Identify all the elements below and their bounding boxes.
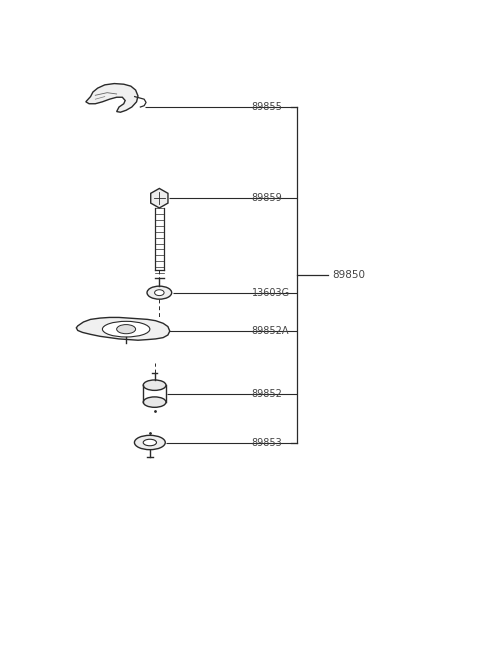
Text: 89852: 89852 (252, 389, 283, 399)
Polygon shape (76, 317, 170, 340)
Text: 89855: 89855 (252, 102, 283, 112)
Ellipse shape (147, 286, 172, 299)
Ellipse shape (134, 436, 165, 449)
Ellipse shape (143, 440, 156, 445)
Text: 13603G: 13603G (252, 288, 290, 298)
Ellipse shape (143, 380, 166, 390)
Ellipse shape (117, 325, 136, 334)
Ellipse shape (143, 397, 166, 407)
Ellipse shape (102, 321, 150, 337)
Text: 89859: 89859 (252, 193, 283, 203)
Text: 89852A: 89852A (252, 326, 289, 336)
Polygon shape (86, 83, 138, 112)
Text: 89853: 89853 (252, 438, 283, 447)
Polygon shape (151, 189, 168, 208)
Text: 89850: 89850 (333, 270, 365, 280)
Ellipse shape (155, 290, 164, 296)
